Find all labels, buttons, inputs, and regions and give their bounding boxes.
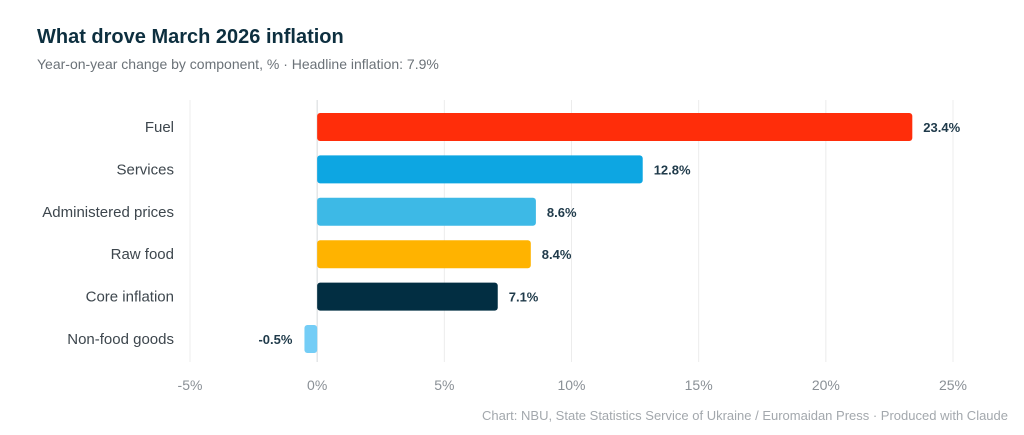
chart-subtitle: Year-on-year change by component, % · He… (37, 56, 439, 72)
category-label: Core inflation (86, 289, 174, 306)
bar (317, 282, 498, 311)
x-tick-label: 10% (557, 377, 585, 393)
x-tick-label: 15% (685, 377, 713, 393)
category-label: Raw food (111, 246, 174, 263)
x-tick-label: 5% (434, 377, 454, 393)
x-tick-label: 20% (812, 377, 840, 393)
bar (317, 113, 913, 141)
value-label: 23.4% (923, 120, 960, 135)
x-tick-label: 0% (307, 377, 327, 393)
x-tick-label: -5% (178, 377, 203, 393)
chart-title: What drove March 2026 inflation (37, 26, 344, 48)
value-label: 8.6% (547, 205, 577, 220)
bar (317, 155, 643, 184)
x-tick-label: 25% (939, 377, 967, 393)
category-label: Fuel (145, 119, 174, 136)
category-label: Services (116, 161, 174, 178)
bar (304, 325, 318, 353)
value-label: 8.4% (542, 247, 572, 262)
chart-source: Chart: NBU, State Statistics Service of … (482, 408, 1008, 423)
value-label: 12.8% (654, 162, 691, 177)
value-label: 7.1% (509, 290, 539, 305)
bar (317, 197, 536, 226)
category-label: Non-food goods (67, 331, 174, 348)
value-label: -0.5% (258, 332, 292, 347)
bar (317, 240, 531, 269)
category-label: Administered prices (42, 204, 174, 221)
